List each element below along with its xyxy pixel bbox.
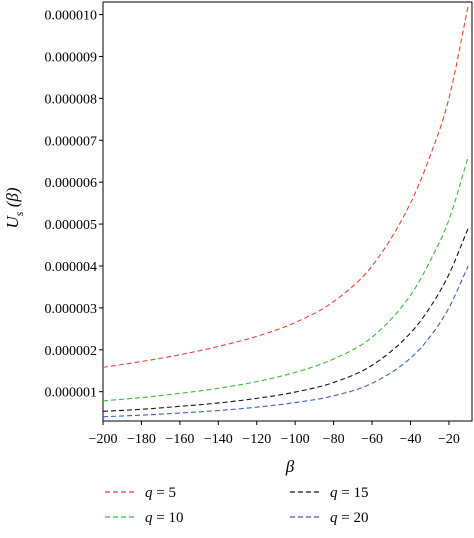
- legend-variable: q: [330, 485, 338, 501]
- y-tick-label: 0.000008: [45, 92, 98, 107]
- x-tick-label: −160: [165, 432, 194, 447]
- legend-value: = 15: [338, 485, 369, 501]
- y-axis-label-subscript: s: [12, 211, 26, 216]
- legend-value: = 5: [153, 485, 176, 501]
- y-tick-label: 0.000002: [45, 344, 98, 359]
- series-line-0: [102, 6, 469, 368]
- y-axis-label-main: U: [3, 215, 22, 229]
- series-line-1: [102, 156, 469, 402]
- legend-value: = 20: [338, 510, 369, 526]
- legend-variable: q: [330, 510, 338, 526]
- x-tick-label: −60: [361, 432, 383, 447]
- y-tick-label: 0.000005: [45, 218, 98, 233]
- x-tick-label: −20: [438, 432, 460, 447]
- y-tick-label: 0.000010: [45, 9, 98, 24]
- x-tick-label: −140: [204, 432, 233, 447]
- plot-area-frame: [102, 1, 473, 422]
- legend-label-3: q = 20: [330, 510, 368, 526]
- y-tick-label: 0.000001: [45, 386, 98, 401]
- legend-label-2: q = 15: [330, 485, 368, 501]
- legend-variable: q: [145, 485, 153, 501]
- x-axis-label: β: [285, 457, 295, 476]
- x-tick-label: −40: [400, 432, 422, 447]
- y-tick-label: 0.000007: [45, 134, 98, 149]
- x-tick-label: −200: [89, 432, 118, 447]
- series-line-2: [102, 228, 469, 412]
- legend-value: = 10: [153, 510, 184, 526]
- legend-label-1: q = 10: [145, 510, 183, 526]
- x-tick-label: −80: [323, 432, 345, 447]
- y-axis-label-argument: (β): [3, 187, 22, 211]
- y-axis-label: Us (β): [3, 187, 26, 228]
- y-tick-label: 0.000009: [45, 50, 98, 65]
- y-tick-label: 0.000003: [45, 302, 98, 317]
- x-tick-label: −100: [281, 432, 310, 447]
- y-tick-label: 0.000004: [45, 260, 98, 275]
- x-tick-label: −180: [127, 432, 156, 447]
- x-tick-label: −120: [242, 432, 271, 447]
- legend-variable: q: [145, 510, 153, 526]
- y-tick-label: 0.000006: [45, 176, 98, 191]
- legend-label-0: q = 5: [145, 485, 176, 501]
- series-line-3: [102, 265, 469, 418]
